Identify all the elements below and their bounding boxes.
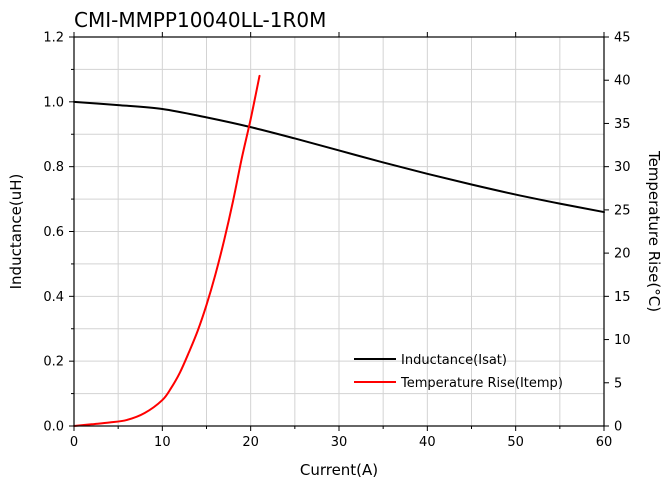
y2-tick-label: 35 [614,117,631,132]
y-tick-label: 0.8 [43,160,64,175]
x-tick-label: 40 [419,435,436,450]
y2-tick-label: 15 [614,290,631,305]
y2-tick-label: 45 [614,31,631,46]
x-tick-label: 0 [70,435,78,450]
y-tick-label: 1.2 [43,31,64,46]
x-tick-label: 50 [507,435,524,450]
y2-tick-label: 10 [614,333,631,348]
series-line-temperature-rise [73,74,261,427]
series-line-inductance [73,100,605,214]
y-tick-label: 0.0 [43,420,64,435]
legend: Inductance(Isat) Temperature Rise(Itemp) [354,353,563,391]
y-axis-label: Inductance(uH) [7,174,25,290]
x-tick-label: 20 [242,435,259,450]
y2-tick-label: 40 [614,74,631,89]
x-tick-label: 10 [154,435,171,450]
y2-axis-label: Temperature Rise(°C) [645,150,663,312]
y2-tick-label: 0 [614,420,622,435]
y-tick-label: 0.2 [43,355,64,370]
series-layer [73,74,605,427]
y2-tick-label: 25 [614,203,631,218]
ticks: 0 10 20 30 40 50 60 0.0 0.2 0.4 0.6 0.8 1.0 1.2 0 5 10 15… [43,31,630,451]
x-tick-label: 30 [331,435,348,450]
chart-title: CMI-MMPP10040LL-1R0M [74,8,326,32]
legend-label-temperature: Temperature Rise(Itemp) [400,376,563,391]
y2-tick-label: 30 [614,160,631,175]
y2-tick-label: 5 [614,376,622,391]
legend-label-inductance: Inductance(Isat) [401,353,507,368]
y-tick-label: 0.4 [43,290,64,305]
y-tick-label: 1.0 [43,95,64,110]
x-axis-label: Current(A) [300,461,378,479]
x-tick-label: 60 [596,435,613,450]
y2-tick-label: 20 [614,247,631,262]
y-tick-label: 0.6 [43,225,64,240]
